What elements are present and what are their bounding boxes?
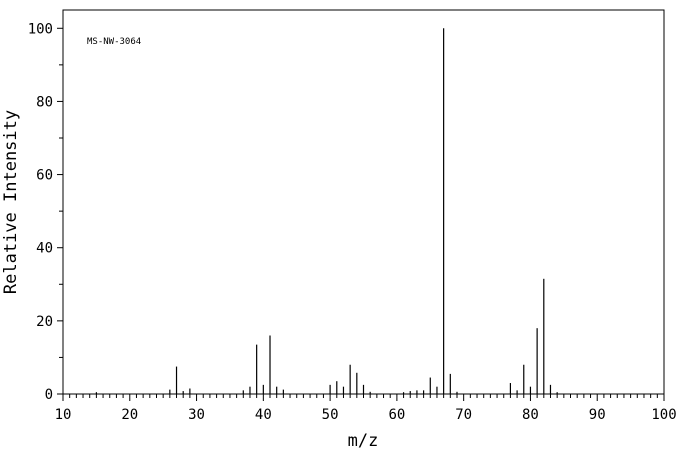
y-tick-label: 100: [28, 21, 53, 37]
y-tick-label: 60: [36, 168, 53, 184]
x-tick-label: 100: [651, 407, 676, 423]
y-tick-label: 40: [36, 241, 53, 257]
y-axis-title: Relative Intensity: [1, 110, 21, 294]
x-tick-label: 70: [455, 407, 472, 423]
y-axis: 0 20 40 60 80 100: [28, 21, 63, 403]
spectrum-annotation: MS-NW-3064: [87, 37, 141, 47]
spectrum-peaks: [95, 28, 558, 394]
x-tick-label: 10: [55, 407, 72, 423]
x-tick-label: 20: [121, 407, 138, 423]
x-axis-title: m/z: [348, 431, 379, 451]
y-tick-label: 0: [45, 387, 53, 403]
x-tick-label: 90: [589, 407, 606, 423]
y-tick-label: 80: [36, 94, 53, 110]
y-tick-label: 20: [36, 314, 53, 330]
x-tick-label: 50: [322, 407, 339, 423]
x-tick-label: 60: [388, 407, 405, 423]
plot-frame: [62, 9, 665, 395]
x-tick-label: 30: [188, 407, 205, 423]
x-tick-label: 40: [255, 407, 272, 423]
x-tick-label: 80: [522, 407, 539, 423]
x-axis: 10 20 30 40 50 60 70 80 90 100: [55, 394, 676, 423]
